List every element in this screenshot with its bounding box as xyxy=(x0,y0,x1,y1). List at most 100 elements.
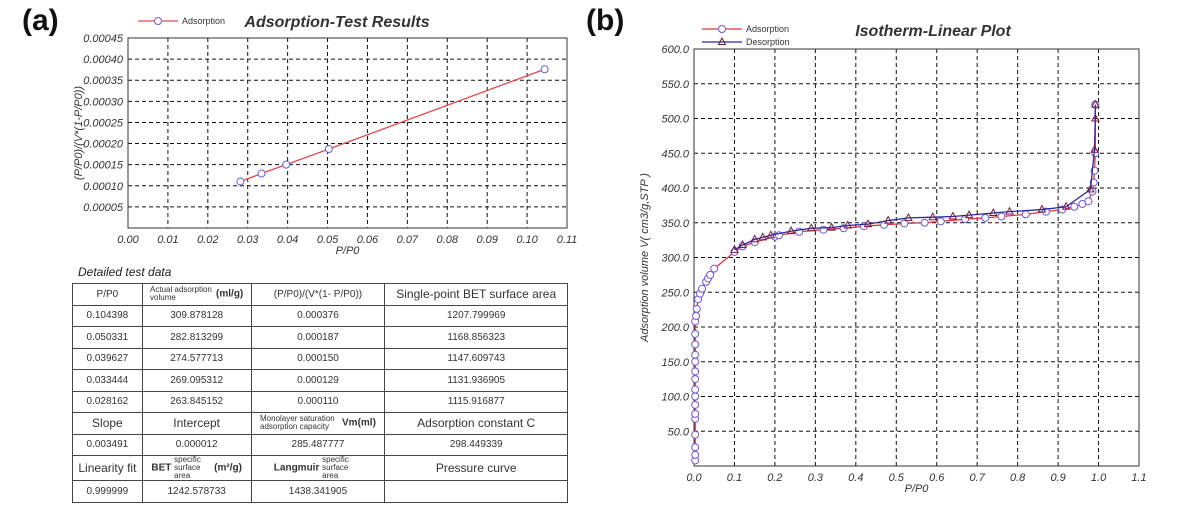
x-tick-label: 0.08 xyxy=(437,234,459,246)
table-row: 0.104398 309.878128 0.000376 1207.799969 xyxy=(72,304,568,327)
y-tick-label: 0.00040 xyxy=(83,54,124,66)
data-point-adsorption xyxy=(936,217,945,226)
table-row-labels: Slope Intercept Monolayer saturation adsor… xyxy=(72,412,568,435)
data-point-adsorption xyxy=(981,213,990,222)
x-tick-label: 0.1 xyxy=(727,472,742,484)
x-tick-label: 0.00 xyxy=(117,234,139,246)
y-tick-label: 200.0 xyxy=(660,322,689,334)
data-point-adsorption xyxy=(691,340,700,349)
x-tick-label: 0.5 xyxy=(889,472,905,484)
x-tick-label: 0.04 xyxy=(277,234,298,246)
y-tick-label: 0.00035 xyxy=(83,75,124,87)
x-tick-label: 0.06 xyxy=(357,234,379,246)
panel-label-b: (b) xyxy=(586,4,625,37)
chart-title: Isotherm-Linear Plot xyxy=(855,23,1011,40)
data-point-desorption xyxy=(766,230,776,239)
data-point-desorption xyxy=(964,210,974,219)
y-tick-label: 400.0 xyxy=(661,183,689,195)
y-tick-label: 0.00020 xyxy=(83,139,124,151)
data-point-adsorption xyxy=(691,400,700,409)
series-line-adsorption xyxy=(694,104,1096,461)
data-point-desorption xyxy=(904,212,913,221)
data-point-adsorption xyxy=(691,329,700,338)
y-tick-label: 250.0 xyxy=(660,287,689,299)
x-axis-label: P/P0 xyxy=(336,245,361,257)
data-point-adsorption xyxy=(691,392,700,401)
y-axis-label: (P/P0)/(V*(1-P/P0)) xyxy=(73,86,85,180)
data-point-adsorption xyxy=(540,65,549,74)
x-tick-label: 0.01 xyxy=(157,234,178,246)
data-point-desorption xyxy=(843,220,853,229)
data-point-adsorption xyxy=(692,304,701,313)
data-point-adsorption xyxy=(691,409,700,418)
table-row: 0.050331 282.813299 0.000187 1168.856323 xyxy=(72,326,568,349)
data-point-adsorption xyxy=(282,160,291,169)
data-point-adsorption xyxy=(691,357,700,366)
x-tick-label: 0.10 xyxy=(516,234,538,246)
x-tick-label: 0.8 xyxy=(1010,472,1026,484)
x-axis-label: P/P0 xyxy=(905,483,930,495)
data-point-desorption xyxy=(750,234,760,243)
data-point-desorption xyxy=(1090,99,1100,108)
y-tick-label: 0.00010 xyxy=(83,181,124,193)
y-tick-label: 600.0 xyxy=(661,44,689,56)
data-point-desorption xyxy=(1005,206,1014,215)
table-row: 0.039627 274.577713 0.000150 1147.609743 xyxy=(72,347,568,370)
data-point-desorption xyxy=(1090,113,1100,122)
data-point-adsorption xyxy=(997,212,1006,221)
data-point-adsorption xyxy=(900,219,909,228)
data-point-desorption xyxy=(806,223,816,232)
x-tick-label: 0.07 xyxy=(397,234,419,246)
y-tick-label: 0.00045 xyxy=(83,33,124,45)
data-point-adsorption xyxy=(692,311,701,320)
legend-marker xyxy=(154,17,162,25)
plot-frame xyxy=(127,37,568,229)
data-point-desorption xyxy=(1086,184,1095,193)
data-point-desorption xyxy=(928,212,938,221)
y-axis-label: Adsorption volume V( cm3/g,STP ) xyxy=(639,173,651,343)
data-point-desorption xyxy=(948,211,958,220)
x-tick-label: 0.9 xyxy=(1050,472,1065,484)
x-tick-label: 1.1 xyxy=(1131,472,1146,484)
data-point-desorption xyxy=(989,207,998,217)
chart-title: Adsorption-Test Results xyxy=(243,14,429,31)
data-point-adsorption xyxy=(706,270,715,279)
data-point-adsorption xyxy=(961,215,970,224)
data-point-adsorption xyxy=(691,443,700,452)
y-tick-label: 0.00005 xyxy=(83,202,124,214)
table-header-row: P/P0 Actual adsorption volume (ml/g) (P/P… xyxy=(72,283,568,306)
legend-label: Desorption xyxy=(746,37,790,47)
x-tick-label: 0.6 xyxy=(929,472,945,484)
data-point-desorption xyxy=(1037,204,1047,213)
table-row: 0.999999 1242.578733 1438.341905 xyxy=(72,480,568,503)
test-data-table: P/P0 Actual adsorption volume (ml/g) (P/P… xyxy=(72,283,568,503)
data-point-desorption xyxy=(827,222,836,231)
data-point-desorption xyxy=(1090,144,1099,153)
y-tick-label: 50.0 xyxy=(668,426,690,438)
plot-frame xyxy=(693,48,1140,467)
data-point-adsorption xyxy=(691,385,700,394)
data-point-adsorption xyxy=(691,375,700,384)
y-tick-label: 0.00015 xyxy=(83,160,124,172)
legend-label: Adsorption xyxy=(746,24,789,34)
data-point-adsorption xyxy=(1021,210,1030,219)
data-point-adsorption xyxy=(691,350,700,359)
x-tick-label: 0.11 xyxy=(557,234,578,246)
x-tick-label: 0.3 xyxy=(808,472,824,484)
data-point-adsorption xyxy=(691,367,700,376)
data-point-desorption xyxy=(1061,201,1071,210)
y-tick-label: 0.00025 xyxy=(83,117,124,129)
x-tick-label: 0.05 xyxy=(317,234,339,246)
data-point-adsorption xyxy=(236,177,245,186)
data-point-adsorption xyxy=(1084,197,1093,206)
data-point-adsorption xyxy=(710,264,719,273)
x-tick-label: 0.09 xyxy=(476,234,497,246)
data-point-desorption xyxy=(863,219,873,228)
legend-marker xyxy=(717,36,727,45)
data-point-adsorption xyxy=(920,218,929,227)
x-tick-label: 1.0 xyxy=(1091,472,1107,484)
data-point-desorption xyxy=(738,239,747,248)
table-row: 0.028162 263.845152 0.000110 1115.916877 xyxy=(72,390,568,413)
data-point-adsorption xyxy=(691,430,700,439)
